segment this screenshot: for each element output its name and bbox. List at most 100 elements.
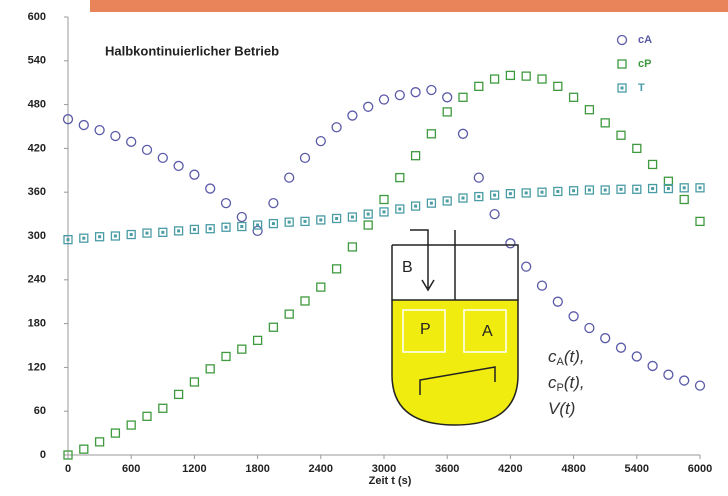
marker-dot xyxy=(620,188,623,191)
data-point xyxy=(174,161,183,170)
marker-shape xyxy=(475,82,483,90)
data-point xyxy=(412,152,420,160)
data-point xyxy=(143,412,151,420)
annotation-rest: (t), xyxy=(564,373,585,392)
marker-dot xyxy=(98,235,101,238)
data-point xyxy=(127,421,135,429)
legend-marker xyxy=(618,60,626,68)
data-point xyxy=(333,265,341,273)
data-point xyxy=(364,102,373,111)
marker-shape xyxy=(348,243,356,251)
data-point xyxy=(206,365,214,373)
marker-dot xyxy=(256,224,259,227)
marker-shape xyxy=(269,199,278,208)
data-point xyxy=(475,82,483,90)
data-point xyxy=(633,185,641,193)
y-tick-label: 180 xyxy=(28,318,46,330)
data-point xyxy=(364,221,372,229)
data-point xyxy=(395,91,404,100)
y-tick-label: 60 xyxy=(34,405,46,417)
data-point xyxy=(301,217,309,225)
data-point xyxy=(490,210,499,219)
marker-shape xyxy=(427,86,436,95)
data-point xyxy=(632,352,641,361)
marker-shape xyxy=(285,310,293,318)
data-point xyxy=(649,185,657,193)
x-tick-label: 0 xyxy=(65,463,71,475)
data-point xyxy=(459,194,467,202)
data-point xyxy=(348,213,356,221)
data-point xyxy=(317,283,325,291)
marker-dot xyxy=(130,233,133,236)
marker-dot xyxy=(556,190,559,193)
marker-dot xyxy=(398,207,401,210)
data-point xyxy=(80,445,88,453)
marker-shape xyxy=(522,262,531,271)
box-label: A xyxy=(482,323,493,340)
feed-label: B xyxy=(402,259,413,276)
marker-dot xyxy=(667,187,670,190)
data-point xyxy=(396,205,404,213)
data-point xyxy=(411,88,420,97)
data-point xyxy=(190,378,198,386)
marker-shape xyxy=(618,36,627,45)
data-point xyxy=(553,297,562,306)
data-point xyxy=(254,336,262,344)
data-point xyxy=(427,86,436,95)
data-point xyxy=(285,173,294,182)
data-point xyxy=(285,310,293,318)
marker-shape xyxy=(80,445,88,453)
marker-dot xyxy=(493,194,496,197)
data-point xyxy=(143,229,151,237)
y-tick-label: 360 xyxy=(28,186,46,198)
data-point xyxy=(206,225,214,233)
y-tick-label: 540 xyxy=(28,55,46,67)
data-point xyxy=(475,193,483,201)
marker-shape xyxy=(380,196,388,204)
marker-dot xyxy=(225,226,228,229)
data-point xyxy=(269,323,277,331)
marker-dot xyxy=(193,228,196,231)
data-point xyxy=(601,119,609,127)
marker-shape xyxy=(159,404,167,412)
data-point xyxy=(427,199,435,207)
annotation: V(t) xyxy=(548,399,575,418)
marker-dot xyxy=(683,186,686,189)
data-point xyxy=(585,186,593,194)
marker-shape xyxy=(253,226,262,235)
data-point xyxy=(601,186,609,194)
marker-shape xyxy=(618,60,626,68)
marker-shape xyxy=(585,106,593,114)
data-point xyxy=(585,323,594,332)
marker-shape xyxy=(301,297,309,305)
data-point xyxy=(348,243,356,251)
marker-shape xyxy=(269,323,277,331)
data-point xyxy=(175,227,183,235)
marker-dot xyxy=(67,238,70,241)
data-point xyxy=(664,370,673,379)
data-point xyxy=(617,343,626,352)
marker-shape xyxy=(396,174,404,182)
marker-shape xyxy=(569,312,578,321)
marker-shape xyxy=(364,221,372,229)
marker-shape xyxy=(538,281,547,290)
marker-dot xyxy=(304,220,307,223)
data-point xyxy=(222,199,231,208)
data-point xyxy=(301,153,310,162)
data-point xyxy=(238,345,246,353)
marker-shape xyxy=(411,88,420,97)
marker-shape xyxy=(601,334,610,343)
marker-shape xyxy=(206,365,214,373)
data-point xyxy=(522,189,530,197)
data-point xyxy=(633,144,641,152)
marker-shape xyxy=(143,145,152,154)
x-tick-label: 3600 xyxy=(435,463,459,475)
x-tick-label: 1800 xyxy=(245,463,269,475)
data-point xyxy=(491,75,499,83)
data-point xyxy=(696,217,704,225)
marker-shape xyxy=(443,108,451,116)
marker-shape xyxy=(95,126,104,135)
x-tick-label: 600 xyxy=(122,463,140,475)
chart: Halbkontinuierlicher Betrieb Zeit t (s) … xyxy=(0,0,728,491)
